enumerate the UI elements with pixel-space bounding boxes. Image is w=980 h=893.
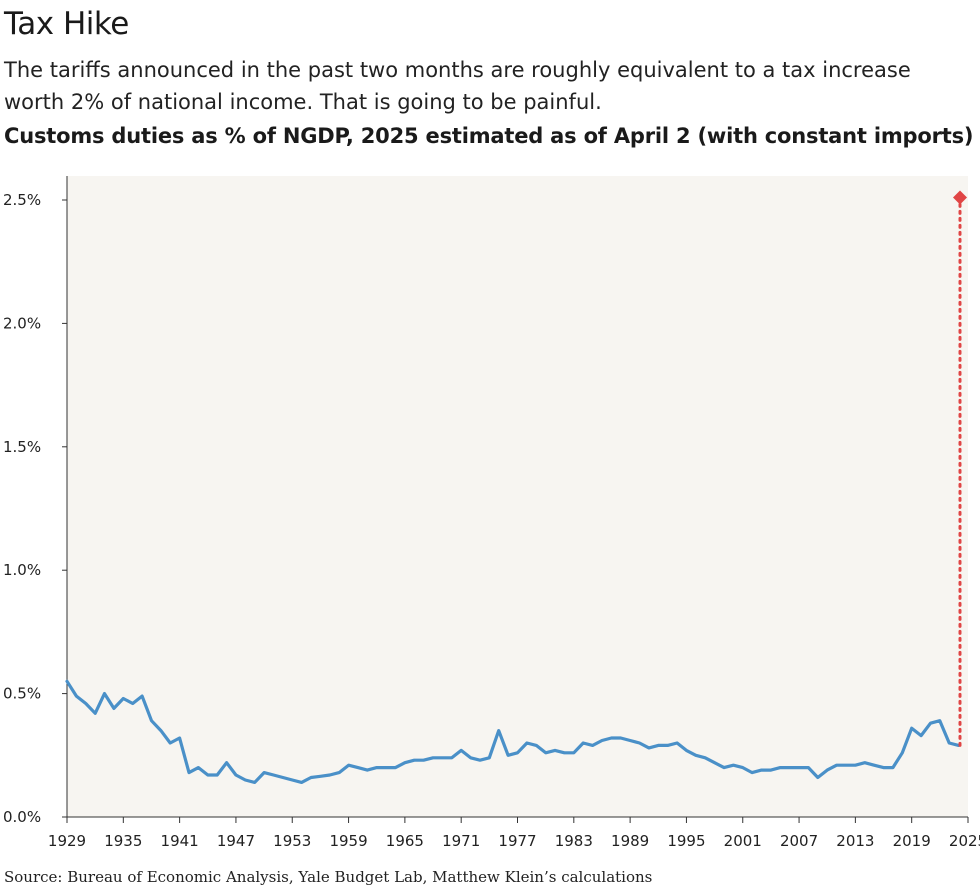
x-tick-label: 1959 [329, 832, 367, 850]
y-tick-label: 1.5% [3, 438, 41, 456]
y-tick-label: 0.5% [3, 685, 41, 703]
y-tick-label: 0.0% [3, 808, 41, 826]
x-tick-label: 2019 [893, 832, 931, 850]
x-tick-label: 1941 [161, 832, 199, 850]
x-tick-label: 1989 [611, 832, 649, 850]
page-title: Tax Hike [4, 6, 129, 42]
x-tick-label: 1947 [217, 832, 255, 850]
x-tick-label: 1953 [273, 832, 311, 850]
source-note: Source: Bureau of Economic Analysis, Yal… [4, 868, 653, 886]
x-tick-label: 2007 [780, 832, 818, 850]
series-line [65, 679, 961, 785]
estimate-2025-marker [953, 190, 967, 205]
x-tick-label: 1929 [48, 832, 86, 850]
x-tick-label: 2025 [949, 832, 980, 850]
y-tick-label: 2.5% [3, 191, 41, 209]
x-tick-label: 1971 [442, 832, 480, 850]
x-tick-label: 2001 [724, 832, 762, 850]
x-tick-label: 2013 [836, 832, 874, 850]
customs-duties-chart: 0.0% 0.5% 1.0% 1.5% 2.0% 2.5% 1929 1935 1941 1947… [3, 176, 980, 850]
x-tick-label: 1935 [104, 832, 142, 850]
y-tick-label: 2.0% [3, 314, 41, 332]
plot-area: 0.0% 0.5% 1.0% 1.5% 2.0% 2.5% 1929 1935 1941 1947… [3, 176, 980, 850]
plot-background [67, 176, 968, 817]
x-tick-label: 1995 [667, 832, 705, 850]
x-tick-label: 1983 [555, 832, 593, 850]
x-tick-label: 1977 [498, 832, 536, 850]
y-tick-label: 1.0% [3, 561, 41, 579]
x-tick-label: 1965 [386, 832, 424, 850]
page-subtitle: The tariffs announced in the past two mo… [4, 58, 911, 114]
chart-title: Customs duties as % of NGDP, 2025 estima… [4, 124, 974, 148]
